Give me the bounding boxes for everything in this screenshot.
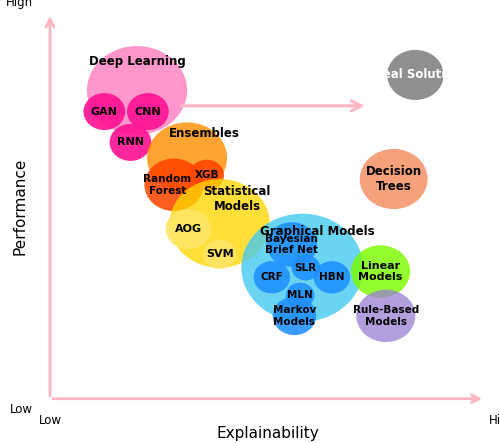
Text: AOG: AOG [175, 224, 202, 234]
Text: High: High [490, 414, 500, 427]
Text: Bayesian
Brief Net: Bayesian Brief Net [266, 234, 318, 255]
Circle shape [189, 160, 224, 190]
Circle shape [127, 93, 169, 130]
Text: SVM: SVM [206, 249, 234, 259]
Text: Low: Low [38, 414, 62, 427]
Circle shape [286, 283, 314, 308]
Text: SLR: SLR [294, 263, 317, 272]
Circle shape [387, 50, 444, 100]
Circle shape [356, 290, 416, 342]
Text: Random
Forest: Random Forest [144, 174, 192, 196]
Text: Low: Low [10, 403, 32, 416]
Text: Ensembles: Ensembles [169, 127, 240, 140]
Circle shape [292, 255, 320, 280]
Text: Statistical
Models: Statistical Models [204, 185, 270, 213]
Circle shape [203, 240, 236, 269]
Text: Performance: Performance [12, 157, 27, 255]
Text: Deep Learning: Deep Learning [88, 55, 186, 68]
Text: Markov
Models: Markov Models [273, 305, 316, 326]
Text: HBN: HBN [319, 272, 344, 282]
Circle shape [110, 124, 152, 161]
Circle shape [87, 46, 187, 135]
Circle shape [170, 179, 270, 268]
Text: High: High [6, 0, 32, 9]
Text: Graphical Models: Graphical Models [260, 225, 375, 237]
Circle shape [272, 296, 316, 335]
Circle shape [254, 261, 290, 293]
Circle shape [360, 149, 428, 209]
Text: Ideal Solution: Ideal Solution [370, 69, 461, 82]
Text: Linear
Models: Linear Models [358, 261, 403, 282]
Text: XGB: XGB [194, 170, 219, 180]
Text: GAN: GAN [91, 107, 118, 117]
Circle shape [147, 122, 227, 193]
Circle shape [266, 222, 317, 267]
Text: RNN: RNN [117, 137, 144, 148]
Text: Explainability: Explainability [216, 426, 319, 441]
Circle shape [314, 261, 350, 293]
Circle shape [166, 209, 211, 249]
Text: CRF: CRF [260, 272, 283, 282]
Text: Decision
Trees: Decision Trees [366, 165, 422, 193]
Circle shape [242, 214, 363, 322]
Circle shape [84, 93, 126, 130]
Circle shape [144, 159, 204, 211]
Circle shape [351, 245, 410, 298]
Text: MLN: MLN [287, 291, 313, 300]
Text: CNN: CNN [134, 107, 161, 117]
Text: Rule-Based
Models: Rule-Based Models [352, 305, 419, 326]
